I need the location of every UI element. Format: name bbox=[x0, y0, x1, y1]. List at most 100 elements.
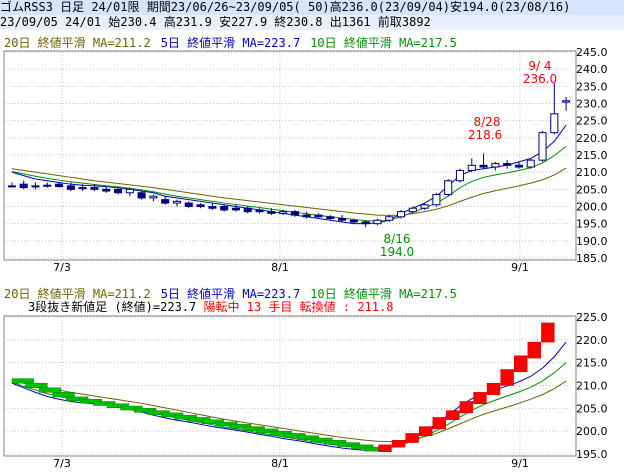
new-price-bar-down bbox=[93, 401, 116, 406]
y-tick-label: 235.0 bbox=[576, 80, 608, 93]
candle-body bbox=[538, 132, 547, 161]
annotation-mid-value: 218.6 bbox=[468, 128, 502, 142]
legend-ma5-lower: 5日 終値平滑 MA=223.7 bbox=[160, 287, 301, 301]
upper-ma-legend: 20日 終値平滑 MA=211.2 5日 終値平滑 MA=223.7 10日 終値平… bbox=[4, 36, 457, 51]
y-tick-label: 220.0 bbox=[576, 334, 608, 347]
candle-body bbox=[113, 188, 123, 194]
candle-body bbox=[31, 185, 40, 188]
candle-body bbox=[491, 163, 500, 168]
y-tick-label: 190.0 bbox=[576, 235, 608, 248]
new-price-bar-down bbox=[120, 405, 143, 411]
legend-ma20-lower: 20日 終値平滑 MA=211.2 bbox=[4, 287, 151, 301]
new-price-bar-down bbox=[201, 419, 225, 424]
candle-body bbox=[396, 211, 406, 218]
y-tick-label: 200.0 bbox=[576, 425, 608, 438]
lower-x-label-8-1: 8/1 bbox=[271, 457, 289, 470]
new-price-bar-up bbox=[378, 444, 392, 452]
candle-body bbox=[338, 218, 347, 221]
new-price-bar-down bbox=[52, 392, 75, 398]
candle-body bbox=[231, 207, 240, 211]
candle-body bbox=[361, 221, 370, 225]
candle-body bbox=[526, 159, 535, 168]
x-label-8-1: 8/1 bbox=[271, 261, 289, 274]
new-price-bar-up bbox=[446, 410, 460, 421]
y-tick-label: 240.0 bbox=[576, 63, 608, 76]
new-price-bar-down bbox=[310, 437, 333, 443]
candle-body bbox=[90, 187, 99, 190]
new-price-bar-down bbox=[283, 433, 306, 438]
candle-body bbox=[149, 195, 158, 199]
annotation-mid-date: 8/28 bbox=[474, 115, 501, 129]
turn-value: 転換値 : 211.8 bbox=[299, 300, 394, 314]
candle-body bbox=[562, 100, 571, 103]
candle-body bbox=[125, 188, 134, 194]
new-price-bar-down bbox=[147, 410, 170, 415]
candle-body bbox=[432, 193, 441, 206]
chart-header-period: ゴムRSS3 日足 24/01限 期間23/06/26~23/09/05( 50… bbox=[0, 0, 624, 15]
new-price-bar-down bbox=[11, 378, 34, 384]
candle-body bbox=[267, 211, 276, 214]
candle-body bbox=[279, 211, 288, 214]
candle-body bbox=[302, 214, 311, 218]
y-tick-label: 195.0 bbox=[576, 218, 608, 231]
candle-body bbox=[420, 204, 429, 209]
new-price-bar-up bbox=[459, 401, 474, 414]
candle-body bbox=[479, 164, 488, 168]
new-price-bar-down bbox=[106, 403, 129, 409]
ma-line-20 bbox=[11, 380, 567, 443]
candle-body bbox=[385, 216, 394, 221]
new-price-bar-up bbox=[500, 369, 514, 386]
candle-body bbox=[349, 219, 358, 223]
annotation-low-date: 8/16 bbox=[384, 232, 411, 246]
new-price-bar-info: 3段抜き新値足 (終値)=223.7 陽転中 13 手目 転換値 : 211.8 bbox=[28, 300, 393, 315]
x-label-7-3: 7/3 bbox=[53, 261, 71, 274]
new-price-bar-down bbox=[174, 414, 197, 420]
new-price-bar-label: 3段抜き新値足 (終値)=223.7 bbox=[28, 300, 197, 314]
new-price-bar-up bbox=[419, 426, 433, 436]
candle-body bbox=[137, 192, 146, 199]
candle-body bbox=[373, 219, 382, 225]
candle-body bbox=[184, 202, 193, 207]
new-price-bar-down bbox=[323, 440, 347, 445]
new-price-bar-down bbox=[66, 396, 89, 402]
candle-body bbox=[290, 211, 299, 216]
new-price-bar-down bbox=[133, 408, 157, 413]
y-tick-label: 225.0 bbox=[576, 115, 608, 128]
legend-ma5: 5日 終値平滑 MA=223.7 bbox=[160, 36, 301, 50]
lower-plot-frame bbox=[3, 315, 577, 457]
new-price-bar-down bbox=[351, 444, 374, 450]
candle-body bbox=[243, 207, 252, 213]
bar-count: 13 手目 bbox=[246, 300, 293, 314]
new-price-bar-down bbox=[215, 421, 238, 427]
candle-body bbox=[172, 200, 182, 204]
candle-body bbox=[550, 113, 559, 134]
candle-body bbox=[19, 183, 28, 189]
new-price-bar-up bbox=[432, 417, 446, 430]
ma-line-5 bbox=[11, 341, 567, 451]
candle-body bbox=[196, 204, 205, 208]
candle-body bbox=[408, 207, 417, 213]
new-price-bar-down bbox=[256, 428, 279, 434]
candle-body bbox=[444, 180, 453, 195]
lower-x-label-9-1: 9/1 bbox=[511, 457, 529, 470]
chart-header-today: 23/09/05 24/01 始230.4 高231.9 安227.9 終230… bbox=[0, 15, 624, 30]
annotation-high-date: 9/ 4 bbox=[528, 59, 551, 73]
x-label-9-1: 9/1 bbox=[511, 261, 529, 274]
candle-body bbox=[503, 163, 512, 166]
y-tick-label: 215.0 bbox=[576, 357, 608, 370]
candle-body bbox=[7, 185, 16, 188]
y-tick-label: 185.0 bbox=[576, 252, 608, 265]
upper-plot-frame bbox=[3, 50, 577, 261]
legend-ma10-lower: 10日 終値平滑 MA=217.5 bbox=[310, 287, 457, 301]
candle-body bbox=[208, 206, 217, 209]
y-tick-label: 225.0 bbox=[576, 311, 608, 324]
new-price-bar-down bbox=[337, 442, 360, 447]
new-price-bar-up bbox=[391, 440, 406, 448]
candle-body bbox=[455, 169, 465, 182]
annotation-high-value: 236.0 bbox=[523, 72, 557, 86]
y-tick-label: 195.0 bbox=[576, 448, 608, 461]
new-price-bar-up bbox=[405, 433, 419, 443]
new-price-bar-up bbox=[473, 392, 487, 405]
